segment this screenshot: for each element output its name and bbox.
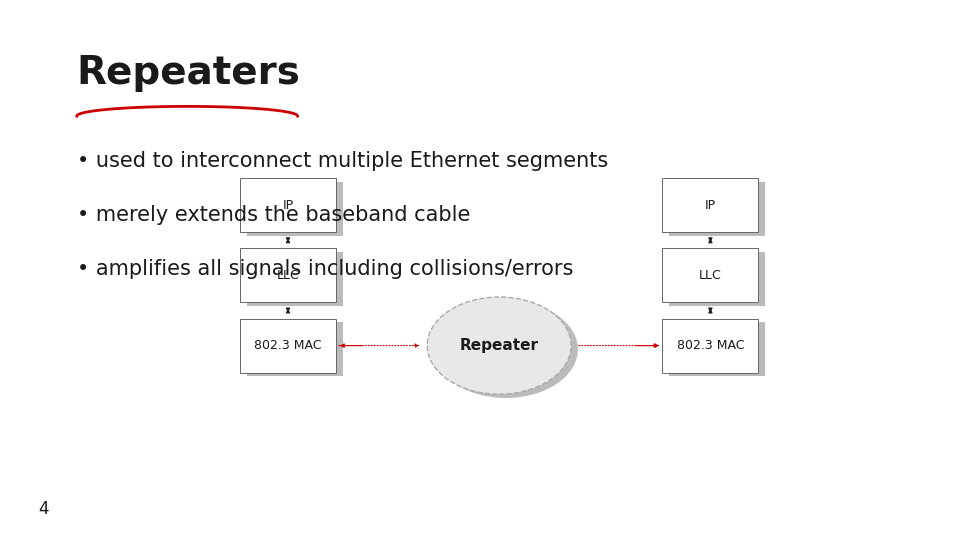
FancyBboxPatch shape xyxy=(662,178,758,232)
Text: LLC: LLC xyxy=(276,269,300,282)
Text: • amplifies all signals including collisions/errors: • amplifies all signals including collis… xyxy=(77,259,573,279)
Text: • merely extends the baseband cable: • merely extends the baseband cable xyxy=(77,205,470,225)
FancyBboxPatch shape xyxy=(247,182,343,236)
Text: IP: IP xyxy=(282,199,294,212)
Text: Repeaters: Repeaters xyxy=(77,54,300,92)
FancyBboxPatch shape xyxy=(669,252,765,306)
FancyBboxPatch shape xyxy=(247,322,343,376)
Text: 802.3 MAC: 802.3 MAC xyxy=(254,339,322,352)
FancyBboxPatch shape xyxy=(662,248,758,302)
FancyBboxPatch shape xyxy=(240,178,336,232)
FancyBboxPatch shape xyxy=(669,322,765,376)
Ellipse shape xyxy=(434,301,578,398)
FancyBboxPatch shape xyxy=(247,252,343,306)
Text: IP: IP xyxy=(705,199,716,212)
Text: LLC: LLC xyxy=(699,269,722,282)
Text: Repeater: Repeater xyxy=(460,338,539,353)
Text: 4: 4 xyxy=(38,501,49,518)
Text: 802.3 MAC: 802.3 MAC xyxy=(677,339,744,352)
Text: • used to interconnect multiple Ethernet segments: • used to interconnect multiple Ethernet… xyxy=(77,151,608,171)
FancyBboxPatch shape xyxy=(240,319,336,373)
FancyBboxPatch shape xyxy=(662,319,758,373)
FancyBboxPatch shape xyxy=(669,182,765,236)
Ellipse shape xyxy=(427,297,571,394)
FancyBboxPatch shape xyxy=(240,248,336,302)
